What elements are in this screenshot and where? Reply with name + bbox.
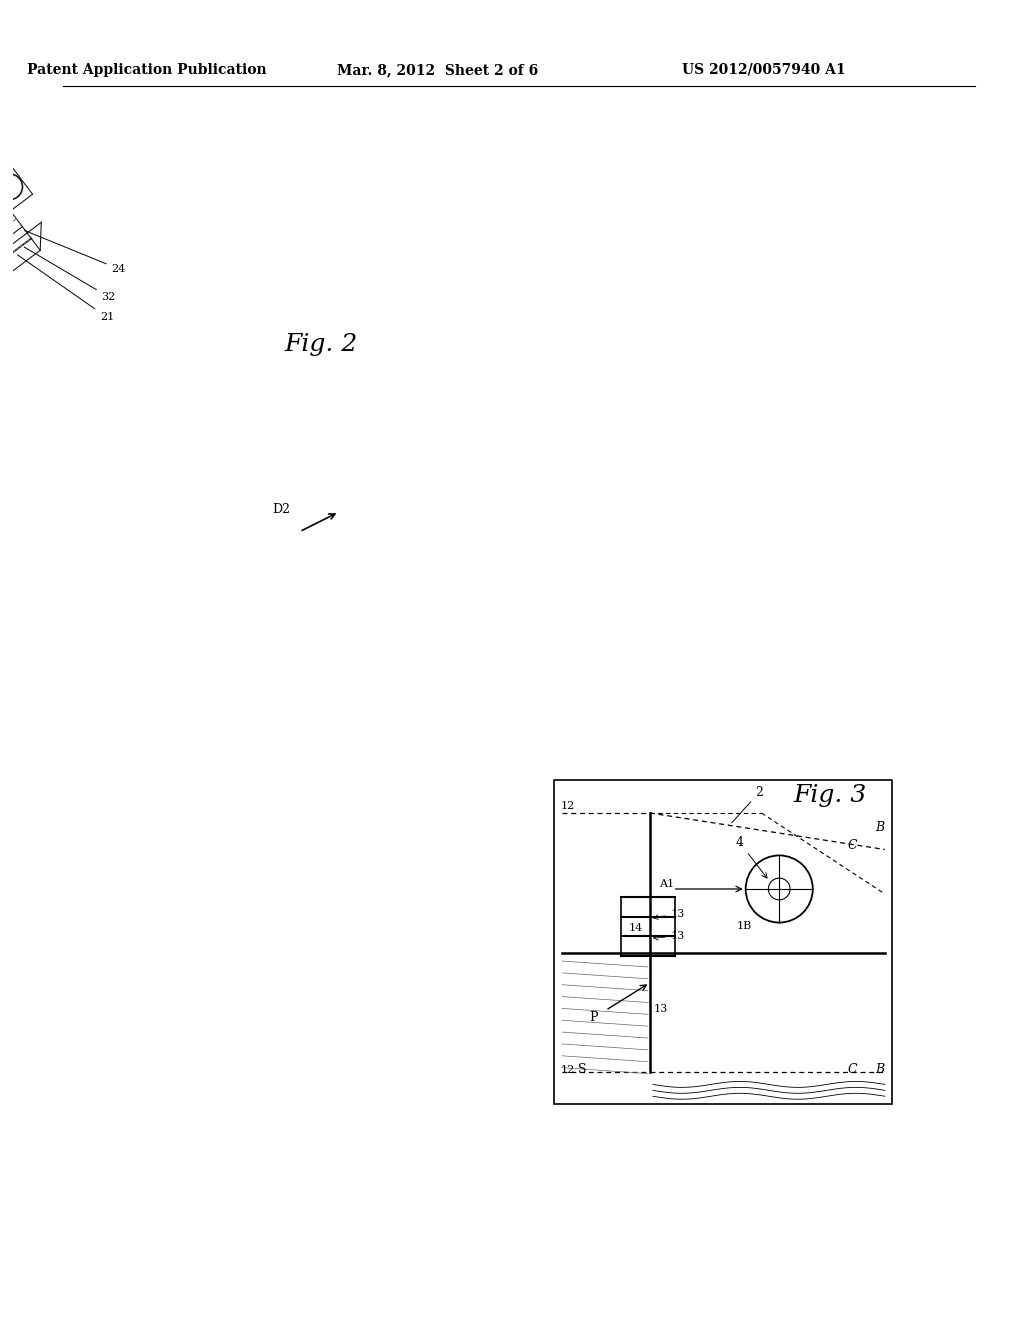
Text: 13: 13 (653, 908, 685, 919)
Text: 12: 12 (561, 801, 575, 810)
Text: 24: 24 (25, 231, 126, 275)
Text: 13: 13 (653, 1005, 668, 1014)
Text: C: C (848, 840, 857, 851)
Text: Fig. 3: Fig. 3 (793, 784, 866, 807)
Text: 21: 21 (17, 255, 114, 322)
Text: 13: 13 (653, 932, 685, 941)
Text: D2: D2 (272, 503, 291, 516)
Text: 14: 14 (629, 924, 643, 933)
Text: US 2012/0057940 A1: US 2012/0057940 A1 (682, 63, 845, 77)
Bar (554, 780, 892, 1104)
Text: S: S (578, 1063, 586, 1076)
Text: B: B (876, 821, 885, 834)
Text: 2: 2 (732, 785, 764, 822)
Text: Patent Application Publication: Patent Application Publication (27, 63, 266, 77)
Text: Fig. 2: Fig. 2 (285, 333, 358, 355)
Text: 1B: 1B (737, 921, 753, 932)
Text: C: C (848, 1063, 857, 1076)
Text: A1: A1 (659, 879, 674, 890)
Text: B: B (876, 1063, 885, 1076)
Text: 4: 4 (735, 836, 767, 878)
Text: Mar. 8, 2012  Sheet 2 of 6: Mar. 8, 2012 Sheet 2 of 6 (337, 63, 539, 77)
Text: P: P (590, 1011, 598, 1024)
Text: 32: 32 (25, 247, 116, 302)
Text: 12: 12 (561, 1065, 575, 1074)
